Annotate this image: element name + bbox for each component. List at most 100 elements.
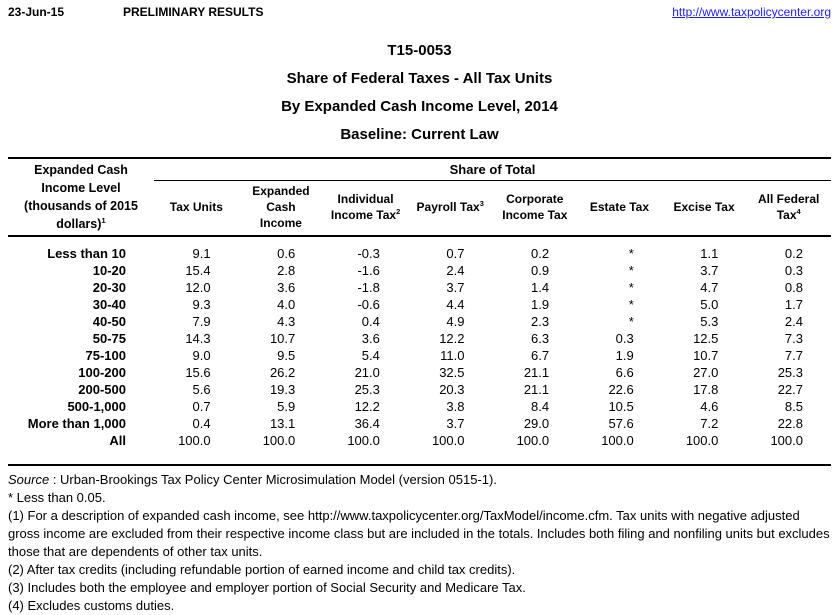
cell-value: 15.6 [185,365,211,380]
cell-value: 29.0 [523,416,550,431]
table-row: 20-30 12.0 3.6 -1.8 3.7 1.4 * 4.7 0.8 [8,279,831,296]
table-number-title: T15-0053 [387,42,452,59]
cell-value: 8.5 [784,399,803,414]
taxpolicycenter-link[interactable]: http://www.taxpolicycenter.org [672,5,831,19]
cell-value: 8.4 [531,399,550,414]
footnote-marker: 3 [479,199,484,208]
cell-value: 2.8 [277,263,296,278]
cell-value: 0.7 [446,246,465,261]
cell-value: 0.3 [784,263,803,278]
table-row: 200-500 5.6 19.3 25.3 20.3 21.1 22.6 17.8 22.7 [8,381,831,398]
cell-value: 100.0 [347,433,380,448]
cell-value: 4.3 [277,314,296,329]
cell-value: * [628,246,634,261]
cell-value: 7.3 [784,331,803,346]
row-label: All [109,433,126,448]
footnote: (2) After tax credits (including refunda… [8,562,516,577]
cell-value: 100.0 [601,433,634,448]
cell-value: 1.9 [615,348,634,363]
table-row: 500-1,000 0.7 5.9 12.2 3.8 8.4 10.5 4.6 8.5 [8,398,831,415]
cell-value: 10.7 [269,331,296,346]
cell-value: 6.7 [531,348,550,363]
column-header: Corporate Income Tax [492,180,578,237]
cell-value: 22.7 [777,382,803,397]
footnote: (4) Excludes customs duties. [8,598,175,613]
cell-value: 3.6 [277,280,296,295]
cell-value: 0.4 [361,314,380,329]
cell-value: 0.2 [784,246,803,261]
cell-value: 25.3 [354,382,380,397]
table-row: All 100.0 100.0 100.0 100.0 100.0 100.0 100.0 10… [8,432,831,465]
footnotes-block: Source : Urban-Brookings Tax Policy Cent… [8,471,831,615]
cell-value: 5.6 [192,382,211,397]
cell-value: 9.0 [192,348,211,363]
table-row: 100-200 15.6 26.2 21.0 32.5 21.1 6.6 27.0 25.3 [8,364,831,381]
cell-value: 4.7 [700,280,719,295]
table-row: 75-100 9.0 9.5 5.4 11.0 6.7 1.9 10.7 7.7 [8,347,831,364]
cell-value: 3.7 [446,416,465,431]
column-header: All Federal Tax4 [746,180,831,237]
cell-value: 100.0 [178,433,211,448]
cell-value: 2.4 [784,314,803,329]
cell-value: 100.0 [516,433,550,448]
cell-value: 11.0 [440,348,465,363]
preliminary-results-label: PRELIMINARY RESULTS [123,5,264,19]
footnote-marker: 1 [101,215,106,225]
row-label: 75-100 [85,348,126,363]
row-label: 40-50 [92,314,126,329]
cell-value: 3.7 [446,280,465,295]
cell-value: -1.6 [357,263,380,278]
cell-value: 9.5 [277,348,296,363]
cell-value: 5.3 [700,314,719,329]
cell-value: 6.6 [615,365,634,380]
footnote: * Less than 0.05. [8,490,106,505]
row-label: 50-75 [92,331,126,346]
table-row: 50-75 14.3 10.7 3.6 12.2 6.3 0.3 12.5 7.3 [8,330,831,347]
cell-value: 9.1 [192,246,211,261]
cell-value: 100.0 [431,433,465,448]
cell-value: 0.6 [277,246,296,261]
page-subtitle: By Expanded Cash Income Level, 2014 [281,98,558,115]
cell-value: 2.3 [531,314,550,329]
cell-value: 14.3 [185,331,211,346]
page-title: Share of Federal Taxes - All Tax Units [286,70,553,87]
cell-value: 13.1 [269,416,296,431]
top-header-bar: 23-Jun-15 PRELIMINARY RESULTS http://www… [8,0,831,19]
tax-share-table: Expanded Cash Income Level (thousands of 2… [8,157,831,466]
row-label: 10-20 [92,263,126,278]
cell-value: -1.8 [357,280,380,295]
cell-value: 0.4 [192,416,211,431]
cell-value: * [628,263,634,278]
column-header: Payroll Tax3 [407,180,493,237]
column-header: Expanded Cash Income [238,180,324,237]
source-text: : Urban-Brookings Tax Policy Center Micr… [49,472,497,487]
cell-value: 0.2 [531,246,550,261]
cell-value: * [628,314,634,329]
cell-value: 19.3 [269,382,296,397]
column-header: Tax Units [154,180,239,237]
table-row: 30-40 9.3 4.0 -0.6 4.4 1.9 * 5.0 1.7 [8,296,831,313]
row-label: 200-500 [78,382,126,397]
cell-value: 0.7 [192,399,211,414]
cell-value: 21.0 [354,365,380,380]
cell-value: 0.3 [615,331,634,346]
cell-value: -0.6 [357,297,380,312]
cell-value: 4.9 [446,314,465,329]
cell-value: 7.7 [784,348,803,363]
date-text: 23-Jun-15 [8,5,65,19]
cell-value: 9.3 [192,297,211,312]
cell-value: 6.3 [531,331,550,346]
column-header: Individual Income Tax2 [323,180,408,237]
baseline-title: Baseline: Current Law [340,126,499,143]
cell-value: 32.5 [439,365,465,380]
cell-value: 12.0 [185,280,211,295]
footnote: (1) For a description of expanded cash i… [8,508,830,559]
source-label: Source [8,472,50,487]
cell-value: 1.1 [700,246,719,261]
footnote-marker: 2 [396,207,401,216]
table-row: More than 1,000 0.4 13.1 36.4 3.7 29.0 57.6 7.2… [8,415,831,432]
cell-value: 12.2 [439,331,465,346]
cell-value: 1.9 [531,297,550,312]
row-label: 500-1,000 [67,399,126,414]
share-of-total-header: Share of Total [154,158,831,181]
